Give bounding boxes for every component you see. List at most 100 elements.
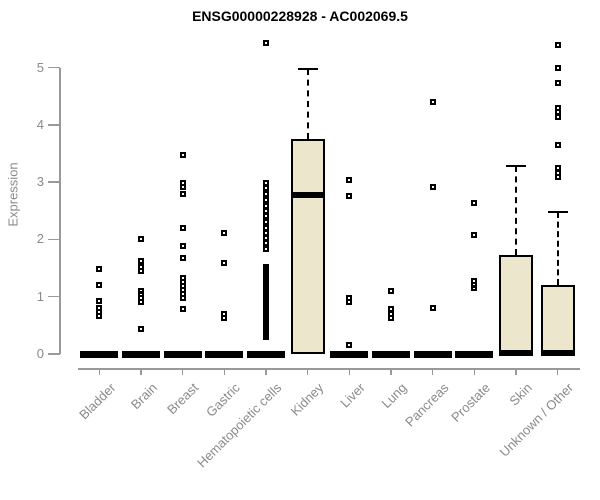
outlier-point-unknown-other [554, 173, 561, 180]
outlier-point-brain [137, 257, 144, 264]
outlier-point-gastric [221, 315, 228, 322]
median-line-unknown-other [540, 349, 575, 356]
outlier-point-pancreas [429, 98, 436, 105]
outlier-point-hematopoietic-cells [262, 184, 269, 191]
x-axis-label-kidney: Kidney [287, 380, 327, 419]
chart-title: ENSG00000228928 - AC002069.5 [192, 8, 408, 24]
outlier-point-breast [179, 224, 186, 231]
outlier-point-prostate [471, 199, 478, 206]
y-axis-tick [48, 66, 60, 69]
x-axis-tick [140, 368, 142, 375]
y-axis-tick-label: 4 [36, 116, 44, 132]
x-axis-label-pancreas: Pancreas [401, 380, 452, 430]
outlier-point-gastric [221, 259, 228, 266]
x-axis-tick [348, 368, 351, 375]
outlier-point-hematopoietic-cells [262, 191, 269, 198]
outlier-point-lung [387, 287, 394, 294]
outlier-point-unknown-other [554, 42, 561, 49]
outlier-point-bladder [96, 266, 103, 273]
y-axis-tick-label: 3 [36, 174, 44, 190]
outlier-point-hematopoietic-cells [262, 207, 269, 214]
outlier-point-pancreas [429, 305, 436, 312]
x-axis-tick [515, 368, 517, 375]
x-axis-label-unknown-other: Unknown / Other [496, 380, 577, 460]
x-axis-tick [98, 368, 101, 375]
outlier-point-hematopoietic-cells [262, 333, 269, 340]
outlier-point-breast [179, 306, 186, 313]
x-axis-tick [556, 368, 559, 375]
outlier-point-hematopoietic-cells [262, 230, 269, 237]
box-kidney [290, 139, 325, 354]
x-axis-label-brain: Brain [127, 380, 160, 413]
x-axis-tick [390, 368, 392, 375]
outlier-point-liver [346, 341, 353, 348]
flat-box-gastric [205, 350, 244, 358]
outlier-point-hematopoietic-cells [262, 219, 269, 226]
x-axis-tick [431, 368, 434, 375]
x-axis-tick [223, 368, 226, 375]
y-axis-tick-label: 5 [36, 59, 44, 75]
x-axis-tick [306, 368, 309, 375]
upper-whisker-unknown-other [556, 211, 559, 286]
x-axis-label-bladder: Bladder [75, 380, 118, 423]
y-axis-tick-label: 2 [36, 231, 44, 247]
x-axis-tick [181, 368, 184, 375]
whisker-cap-unknown-other [547, 210, 568, 213]
x-axis-label-gastric: Gastric [203, 380, 243, 420]
median-line-skin [499, 349, 533, 356]
outlier-point-brain [137, 268, 144, 275]
upper-whisker-skin [515, 166, 517, 255]
x-axis-label-lung: Lung [378, 380, 410, 412]
outlier-point-breast [179, 255, 186, 262]
outlier-point-lung [387, 315, 394, 322]
outlier-point-breast [179, 151, 186, 158]
flat-box-bladder [80, 350, 119, 358]
whisker-cap-kidney [297, 67, 318, 70]
x-axis-label-skin: Skin [506, 380, 535, 409]
y-axis-line [59, 67, 61, 354]
outlier-point-brain [137, 236, 144, 243]
outlier-point-brain [137, 325, 144, 332]
outlier-point-breast [179, 243, 186, 250]
x-axis-tick [473, 368, 476, 375]
box-skin [499, 254, 533, 354]
outlier-point-breast [179, 294, 186, 301]
outlier-point-hematopoietic-cells [262, 245, 269, 252]
outlier-point-lung [387, 305, 394, 312]
x-axis-label-prostate: Prostate [448, 380, 493, 425]
outlier-point-prostate [471, 231, 478, 238]
y-axis-tick [48, 295, 60, 298]
outlier-point-hematopoietic-cells [262, 196, 269, 203]
flat-box-brain [121, 350, 160, 358]
median-line-kidney [290, 192, 325, 199]
y-axis-tick [48, 124, 60, 126]
x-axis-line [78, 368, 580, 370]
outlier-point-liver [346, 176, 353, 183]
y-axis-tick-label: 1 [36, 288, 44, 304]
y-axis-tick [48, 181, 60, 183]
outlier-point-unknown-other [554, 113, 561, 120]
outlier-point-hematopoietic-cells [262, 213, 269, 220]
outlier-point-unknown-other [554, 79, 561, 86]
outlier-point-bladder [96, 312, 103, 319]
outlier-point-hematopoietic-cells [262, 224, 269, 231]
x-axis-label-liver: Liver [337, 380, 368, 411]
box-unknown-other [540, 285, 575, 354]
outlier-point-unknown-other [554, 64, 561, 71]
outlier-point-unknown-other [554, 141, 561, 148]
flat-box-prostate [455, 350, 494, 358]
x-axis-tick [265, 368, 267, 375]
outlier-point-liver [346, 299, 353, 306]
outlier-point-breast [179, 183, 186, 190]
outlier-point-prostate [471, 285, 478, 292]
flat-box-hematopoietic-cells [246, 350, 285, 358]
outlier-point-gastric [221, 230, 228, 237]
outlier-point-hematopoietic-cells [262, 39, 269, 46]
flat-box-breast [163, 350, 202, 358]
x-axis-label-breast: Breast [164, 380, 202, 418]
whisker-cap-skin [506, 165, 526, 168]
outlier-point-pancreas [429, 184, 436, 191]
flat-box-liver [330, 350, 369, 358]
y-axis-tick [48, 353, 60, 355]
